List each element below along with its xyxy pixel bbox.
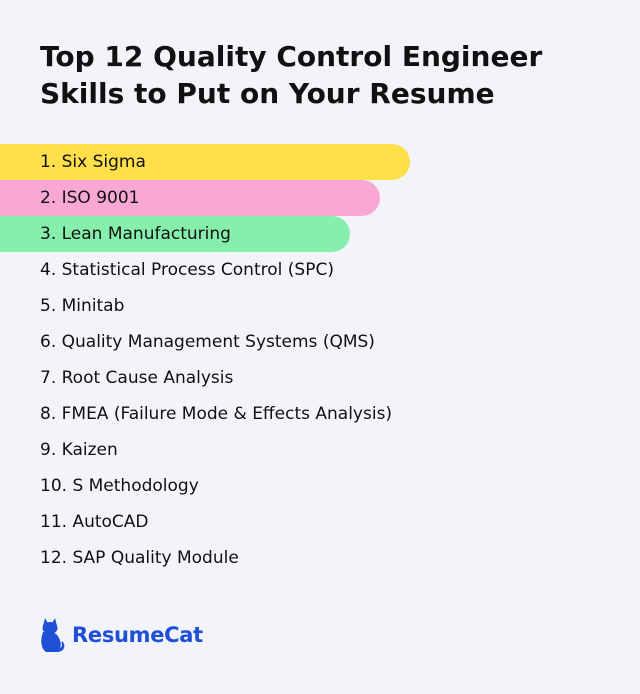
skill-item-qms: 6. Quality Management Systems (QMS) — [40, 332, 375, 352]
skill-item-spc: 4. Statistical Process Control (SPC) — [40, 260, 334, 280]
skill-item-root-cause-analysis: 7. Root Cause Analysis — [40, 368, 234, 388]
title-line-1: Top 12 Quality Control Engineer — [40, 40, 543, 73]
skill-item-autocad: 11. AutoCAD — [40, 512, 149, 532]
skill-item-iso-9001: 2. ISO 9001 — [0, 180, 380, 216]
skills-list: 1. Six Sigma 2. ISO 9001 3. Lean Manufac… — [0, 144, 640, 576]
skill-item-lean-manufacturing: 3. Lean Manufacturing — [0, 216, 350, 252]
cat-icon — [40, 616, 66, 654]
skill-item-six-sigma: 1. Six Sigma — [0, 144, 410, 180]
skill-item-kaizen: 9. Kaizen — [40, 440, 118, 460]
skill-item-fmea: 8. FMEA (Failure Mode & Effects Analysis… — [40, 404, 393, 424]
brand-logo: ResumeCat — [40, 615, 203, 655]
skill-item-s-methodology: 10. S Methodology — [40, 476, 199, 496]
page-title: Top 12 Quality Control Engineer Skills t… — [40, 38, 620, 112]
title-line-2: Skills to Put on Your Resume — [40, 77, 495, 110]
brand-name: ResumeCat — [72, 623, 203, 647]
skill-item-sap-quality-module: 12. SAP Quality Module — [40, 548, 239, 568]
skill-item-minitab: 5. Minitab — [40, 296, 125, 316]
